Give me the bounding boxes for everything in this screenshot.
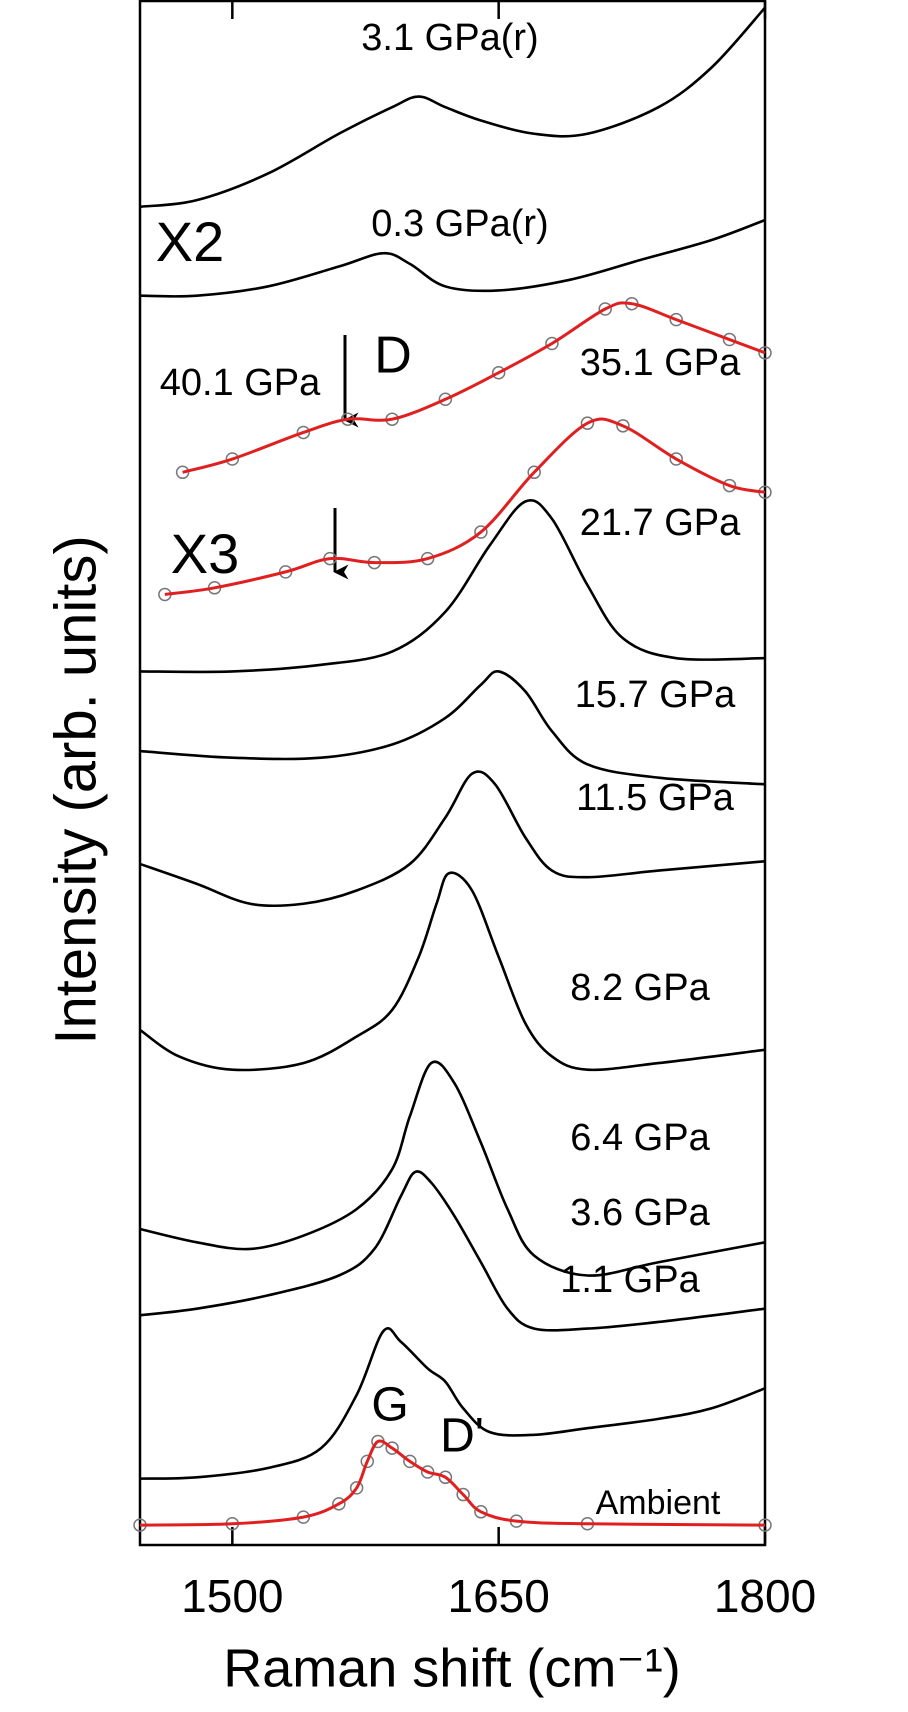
data-point bbox=[669, 452, 683, 466]
annotation: D bbox=[374, 327, 412, 385]
annotation: G bbox=[371, 1379, 408, 1432]
data-point bbox=[332, 1497, 346, 1511]
series-label: 8.2 GPa bbox=[570, 967, 710, 1009]
annotation: X2 bbox=[156, 210, 225, 273]
data-point bbox=[403, 1454, 417, 1469]
x-tick-label: 1500 bbox=[181, 1570, 283, 1622]
data-point bbox=[722, 332, 737, 347]
spectrum-line bbox=[139, 871, 766, 1072]
data-point bbox=[385, 1441, 399, 1455]
data-point bbox=[545, 336, 559, 351]
spectrum-line bbox=[139, 1327, 766, 1480]
spectrum-line bbox=[164, 417, 766, 596]
series-label: 40.1 GPa bbox=[160, 362, 321, 404]
series-label: 15.7 GPa bbox=[575, 674, 736, 716]
data-point bbox=[491, 365, 506, 380]
data-point bbox=[296, 425, 311, 440]
series-label: Ambient bbox=[596, 1484, 721, 1522]
data-point bbox=[474, 1505, 488, 1519]
x-tick-label: 1650 bbox=[447, 1570, 549, 1622]
data-point bbox=[669, 312, 683, 327]
data-point bbox=[456, 1487, 470, 1502]
data-point bbox=[758, 346, 772, 360]
series-label: 3.6 GPa bbox=[570, 1192, 710, 1234]
spectrum-line bbox=[139, 670, 766, 786]
series-label: 35.1 GPa bbox=[580, 342, 741, 384]
annotation: D' bbox=[440, 1410, 484, 1463]
y-axis-title: Intensity (arb. units) bbox=[43, 535, 108, 1044]
spectrum-line bbox=[139, 770, 766, 908]
x-axis-title: Raman shift (cm⁻¹) bbox=[223, 1638, 681, 1698]
spectrum-line bbox=[139, 218, 766, 298]
spectrum-line bbox=[139, 499, 766, 674]
plot-frame bbox=[138, 0, 767, 1547]
x-tick-label: 1800 bbox=[714, 1570, 816, 1622]
spectrum-line bbox=[139, 6, 766, 209]
series-label: 0.3 GPa(r) bbox=[371, 203, 548, 245]
series-label: 11.5 GPa bbox=[576, 777, 735, 819]
data-point bbox=[438, 1470, 453, 1485]
data-point bbox=[527, 465, 541, 480]
data-point bbox=[225, 452, 240, 466]
series-label: 21.7 GPa bbox=[580, 502, 741, 544]
spectrum-line bbox=[139, 1439, 766, 1527]
data-point bbox=[349, 1481, 364, 1495]
series-label: 6.4 GPa bbox=[570, 1117, 710, 1159]
spectrum-line bbox=[139, 1060, 766, 1277]
spectrum-line bbox=[139, 1170, 766, 1332]
data-point bbox=[474, 525, 488, 539]
series-label: 3.1 GPa(r) bbox=[361, 17, 538, 59]
data-point bbox=[580, 416, 595, 430]
spectrum-line bbox=[182, 301, 766, 474]
series-label: 1.1 GPa bbox=[560, 1259, 700, 1301]
data-point bbox=[722, 478, 737, 493]
data-point bbox=[438, 392, 453, 407]
data-point bbox=[360, 1454, 375, 1469]
data-point bbox=[616, 419, 630, 433]
data-point bbox=[598, 302, 612, 316]
annotation: X3 bbox=[171, 522, 240, 585]
data-point bbox=[420, 1465, 435, 1479]
